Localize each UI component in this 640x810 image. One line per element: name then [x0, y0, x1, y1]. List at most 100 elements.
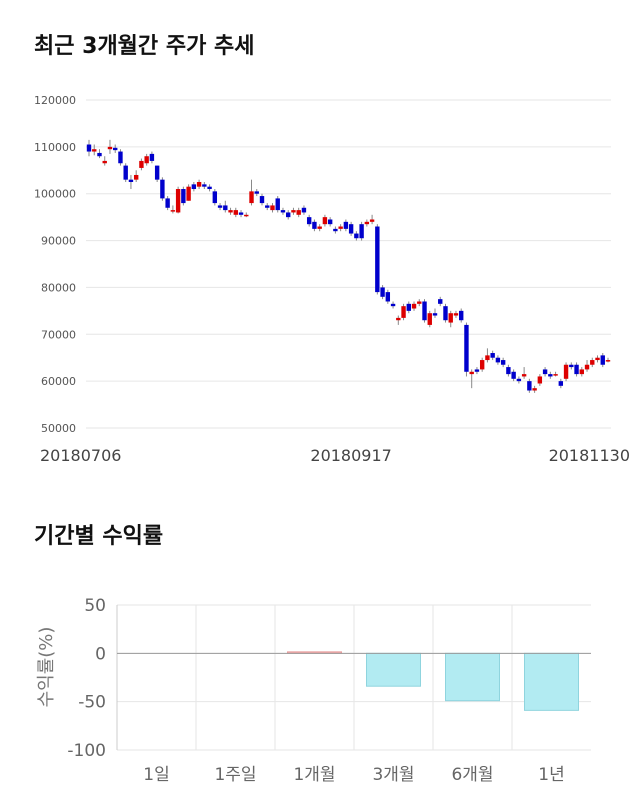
- candle-up: [170, 210, 176, 212]
- candle-up: [485, 355, 490, 361]
- y-tick-label: 110000: [34, 141, 76, 154]
- candle-up: [479, 360, 485, 370]
- candle-down: [301, 207, 307, 213]
- x-tick-label: 20181130: [549, 446, 630, 465]
- candle-up: [453, 313, 459, 316]
- candle-up: [605, 360, 611, 362]
- candle-down: [123, 165, 128, 180]
- candle-down: [254, 191, 259, 194]
- candle-down: [306, 217, 312, 225]
- candle-down: [438, 299, 443, 304]
- candle-down: [380, 287, 385, 297]
- candle-down: [569, 364, 574, 368]
- candle-up: [563, 364, 569, 379]
- candle-down: [275, 198, 280, 211]
- candle-down: [600, 355, 605, 365]
- candle-down: [495, 357, 501, 363]
- candle-down: [118, 151, 123, 164]
- candle-up: [244, 214, 249, 217]
- y-tick-label: 50000: [41, 422, 76, 435]
- trend-section-title: 최근 3개월간 주가 추세: [34, 34, 255, 59]
- candle-down: [327, 219, 333, 225]
- candlestick-chart: 120000 110000 100000 90000 80000 70000 60000 50…: [34, 94, 630, 465]
- candle-down: [312, 221, 317, 229]
- y-tick-label: 0: [95, 644, 106, 664]
- candle-up: [364, 221, 370, 225]
- candle-down: [375, 226, 380, 293]
- candle-up: [228, 210, 233, 213]
- y-tick-label: 80000: [41, 281, 76, 294]
- y-tick-label: 60000: [41, 375, 76, 388]
- candle-up: [317, 226, 322, 229]
- candle-up: [595, 357, 600, 361]
- candle-down: [191, 184, 197, 190]
- candle-up: [133, 174, 139, 180]
- candle-down: [459, 310, 464, 321]
- candle-up: [92, 149, 97, 152]
- candle-down: [343, 221, 349, 229]
- candle-down: [443, 306, 448, 321]
- candle-down: [154, 165, 160, 180]
- candle-up: [249, 191, 254, 204]
- candle-down: [207, 186, 212, 190]
- candle-up: [469, 371, 474, 375]
- candle-up: [401, 306, 406, 318]
- candle-up: [537, 376, 543, 384]
- candle-down: [113, 147, 118, 151]
- candle-down: [506, 367, 511, 375]
- candle-down: [265, 205, 270, 208]
- candle-down: [212, 191, 218, 204]
- candle-up: [579, 369, 584, 375]
- y-axis-label: 수익률(%): [36, 627, 57, 708]
- candle-down: [500, 360, 506, 365]
- return-bar: [445, 652, 500, 702]
- candle-up: [291, 210, 296, 213]
- returns-section-title: 기간별 수익률: [34, 524, 164, 549]
- candle-down: [348, 224, 354, 234]
- x-tick-label: 20180706: [40, 446, 121, 465]
- x-tick-label: 1일: [143, 765, 169, 785]
- y-tick-label: -100: [67, 741, 106, 761]
- candle-up: [521, 374, 527, 377]
- candle-up: [270, 205, 275, 211]
- candle-up: [186, 186, 191, 201]
- candle-up: [427, 313, 432, 325]
- candle-up: [296, 210, 301, 215]
- candle-up: [417, 301, 422, 304]
- candle-down: [527, 381, 532, 391]
- y-tick-label: 120000: [34, 94, 76, 107]
- candle-down: [160, 179, 165, 199]
- candle-down: [474, 369, 480, 372]
- x-tick-label: 1주일: [214, 765, 256, 785]
- candle-down: [406, 303, 411, 311]
- candle-down: [511, 371, 516, 379]
- x-tick-label: 20180917: [310, 446, 391, 465]
- y-tick-label: 90000: [41, 235, 76, 248]
- y-tick-label: 50: [84, 596, 106, 616]
- candle-up: [139, 160, 144, 168]
- candle-down: [390, 303, 396, 307]
- candle-up: [102, 160, 107, 164]
- candle-down: [286, 212, 291, 218]
- candle-down: [280, 210, 286, 213]
- y-tick-label: 100000: [34, 188, 76, 201]
- x-tick-label: 6개월: [451, 765, 493, 785]
- return-bar: [366, 652, 421, 687]
- candle-down: [516, 378, 522, 382]
- candle-up: [396, 317, 401, 321]
- candle-up: [411, 303, 417, 309]
- candle-down: [259, 196, 265, 204]
- candle-up: [175, 189, 181, 213]
- candle-up: [144, 156, 149, 164]
- candle-down: [542, 369, 548, 375]
- candle-down: [333, 228, 338, 232]
- candle-down: [128, 179, 134, 182]
- candle-down: [97, 152, 102, 157]
- candle-up: [584, 364, 590, 370]
- candle-up: [196, 182, 202, 187]
- return-bar: [524, 652, 579, 711]
- candle-up: [338, 226, 343, 229]
- candle-down: [464, 324, 469, 372]
- candle-up: [553, 374, 558, 376]
- candle-up: [107, 146, 113, 150]
